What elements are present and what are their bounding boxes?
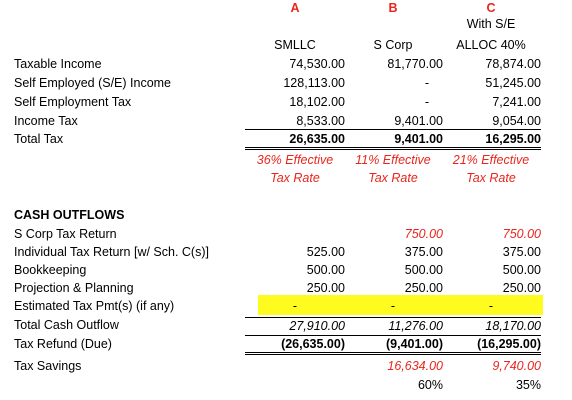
cell-b: 16,634.00 (387, 359, 443, 373)
cell-c: 9,054.00 (441, 113, 541, 130)
cell-b: 9,401.00 (343, 131, 443, 150)
effective-rate-label-a: Tax Rate (270, 171, 320, 185)
column-letter-c: C (486, 1, 496, 15)
savings-pct-b: 60% (417, 378, 443, 392)
cell-b: 81,770.00 (387, 57, 443, 71)
row-label: Tax Refund (Due) (14, 337, 112, 351)
row-label: Self Employed (S/E) Income (14, 76, 172, 90)
cell-a: 18,102.00 (289, 95, 345, 109)
cell-a: 500.00 (306, 263, 345, 277)
cell-b: (9,401.00) (343, 335, 443, 355)
cell-b: 750.00 (404, 227, 443, 241)
cell-a: 128,113.00 (283, 76, 345, 90)
row-label: Estimated Tax Pmt(s) (if any) (14, 299, 175, 313)
cell-a: 8,533.00 (245, 113, 345, 130)
cell-b: 500.00 (404, 263, 443, 277)
cell-a: 74,530.00 (289, 57, 345, 71)
cell-c: 51,245.00 (485, 76, 541, 90)
column-a-name: SMLLC (274, 38, 316, 52)
cell-c: 16,295.00 (441, 131, 541, 150)
row-label: Total Cash Outflow (14, 318, 119, 332)
cell-a: 27,910.00 (245, 317, 345, 334)
effective-rate-label-b: Tax Rate (368, 171, 418, 185)
column-b-name: S Corp (373, 38, 413, 52)
row-label: Taxable Income (14, 57, 102, 71)
effective-rate-label-c: Tax Rate (466, 171, 516, 185)
estimated-tax-highlight (258, 295, 543, 315)
cell-b: - (390, 299, 396, 313)
row-label: Self Employment Tax (14, 95, 132, 109)
cell-a: 525.00 (306, 245, 345, 259)
row-label: Income Tax (14, 114, 78, 128)
cell-c: 750.00 (502, 227, 541, 241)
cell-a: - (292, 299, 298, 313)
cell-b: 250.00 (404, 281, 443, 295)
cell-b: 11,276.00 (343, 317, 443, 334)
cell-a: 26,635.00 (245, 131, 345, 150)
cell-c: - (488, 299, 494, 313)
savings-pct-c: 35% (515, 378, 541, 392)
column-letter-a: A (290, 1, 300, 15)
cell-c: 78,874.00 (485, 57, 541, 71)
column-letter-b: B (388, 1, 398, 15)
row-label: S Corp Tax Return (14, 227, 117, 241)
row-label: Tax Savings (14, 359, 82, 373)
cell-c: 250.00 (502, 281, 541, 295)
column-c-name: ALLOC 40% (456, 38, 526, 52)
cell-c: 9,740.00 (492, 359, 541, 373)
cell-a: (26,635.00) (245, 335, 345, 355)
row-label: Bookkeeping (14, 263, 87, 277)
row-label: Individual Tax Return [w/ Sch. C(s)] (14, 245, 209, 259)
cell-c: 7,241.00 (492, 95, 541, 109)
cell-c: 375.00 (502, 245, 541, 259)
effective-rate-a: 36% Effective (256, 153, 334, 167)
cell-b: 9,401.00 (343, 113, 443, 130)
effective-rate-b: 11% Effective (355, 153, 431, 167)
column-c-subheader: With S/E (466, 17, 516, 31)
row-label: Projection & Planning (14, 281, 134, 295)
cell-c: 500.00 (502, 263, 541, 277)
cell-c: 18,170.00 (441, 317, 541, 334)
cash-outflows-heading: CASH OUTFLOWS (14, 208, 125, 222)
cell-a: 250.00 (306, 281, 345, 295)
effective-rate-c: 21% Effective (452, 153, 530, 167)
cell-b: 375.00 (404, 245, 443, 259)
cell-c: (16,295.00) (441, 335, 541, 355)
row-label: Total Tax (14, 132, 64, 146)
